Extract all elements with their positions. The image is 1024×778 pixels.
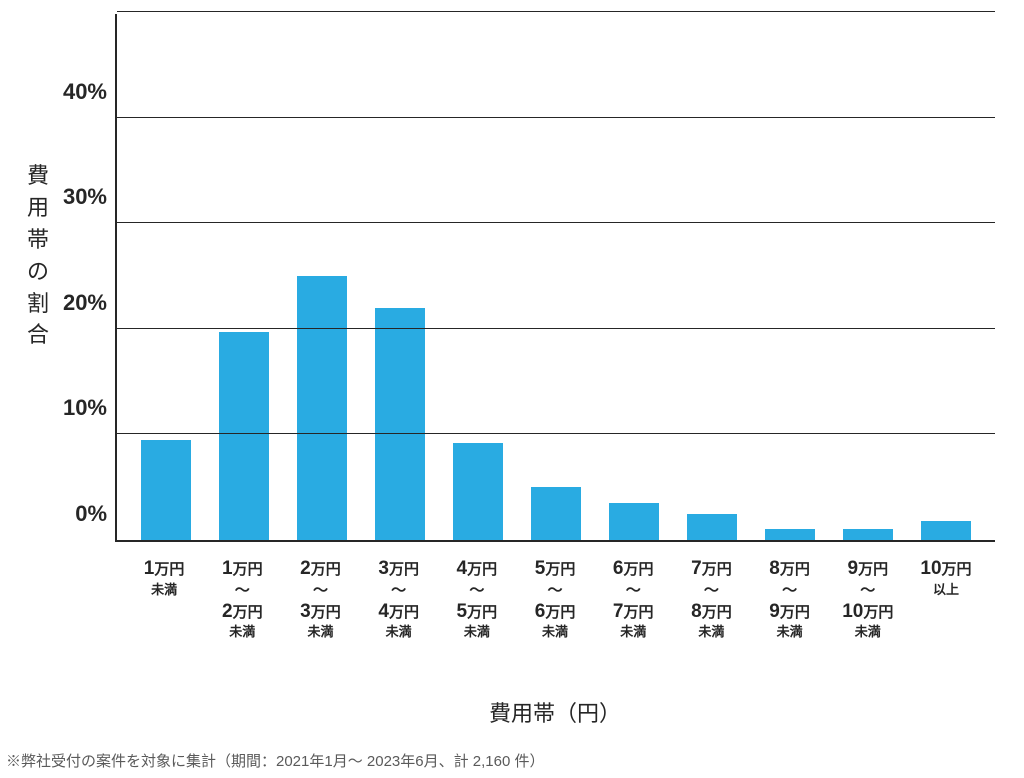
bar-slot <box>205 14 283 540</box>
bar <box>297 276 347 540</box>
bar-slot <box>751 14 829 540</box>
bars-container <box>117 14 995 540</box>
bar <box>687 514 737 540</box>
gridline <box>117 433 995 434</box>
gridline <box>117 117 995 118</box>
x-tick-label: 1万円未満 <box>125 550 203 641</box>
bar-slot <box>127 14 205 540</box>
bar <box>921 521 971 540</box>
y-tick-label: 10% <box>63 395 107 421</box>
bar <box>219 332 269 540</box>
x-tick-label: 1万円〜2万円未満 <box>203 550 281 641</box>
bar <box>375 308 425 540</box>
x-tick-label: 10万円以上 <box>907 550 985 641</box>
bar-slot <box>517 14 595 540</box>
bar <box>765 529 815 540</box>
bar-slot <box>361 14 439 540</box>
bar <box>531 487 581 540</box>
x-tick-label: 7万円〜8万円未満 <box>672 550 750 641</box>
gridline <box>117 222 995 223</box>
x-tick-label: 4万円〜5万円未満 <box>438 550 516 641</box>
x-axis-title: 費用帯（円） <box>115 696 995 728</box>
bar-slot <box>829 14 907 540</box>
x-tick-label: 3万円〜4万円未満 <box>360 550 438 641</box>
bar <box>141 440 191 540</box>
bar-slot <box>283 14 361 540</box>
x-tick-label: 9万円〜10万円未満 <box>829 550 907 641</box>
gridline <box>117 11 995 12</box>
gridline <box>117 328 995 329</box>
x-tick-label: 2万円〜3万円未満 <box>281 550 359 641</box>
plot-area: 0%10%20%30%40%50% <box>115 14 995 542</box>
bar-slot <box>439 14 517 540</box>
x-tick-label: 5万円〜6万円未満 <box>516 550 594 641</box>
x-labels: 1万円未満1万円〜2万円未満2万円〜3万円未満3万円〜4万円未満4万円〜5万円未… <box>115 550 995 641</box>
footnote: ※弊社受付の案件を対象に集計（期間：2021年1月～ 2023年6月、計 2,1… <box>6 750 544 771</box>
y-tick-label: 30% <box>63 184 107 210</box>
y-tick-label: 40% <box>63 79 107 105</box>
bar <box>843 529 893 540</box>
y-axis-title: 費用帯の割合 <box>26 160 50 351</box>
y-tick-label: 0% <box>75 501 107 527</box>
bar-slot <box>595 14 673 540</box>
x-tick-label: 6万円〜7万円未満 <box>594 550 672 641</box>
cost-distribution-chart: 費用帯の割合 0%10%20%30%40%50% 1万円未満1万円〜2万円未満2… <box>0 0 1024 778</box>
bar-slot <box>907 14 985 540</box>
bar-slot <box>673 14 751 540</box>
bar <box>609 503 659 540</box>
x-tick-label: 8万円〜9万円未満 <box>751 550 829 641</box>
bar <box>453 443 503 540</box>
y-tick-label: 20% <box>63 290 107 316</box>
